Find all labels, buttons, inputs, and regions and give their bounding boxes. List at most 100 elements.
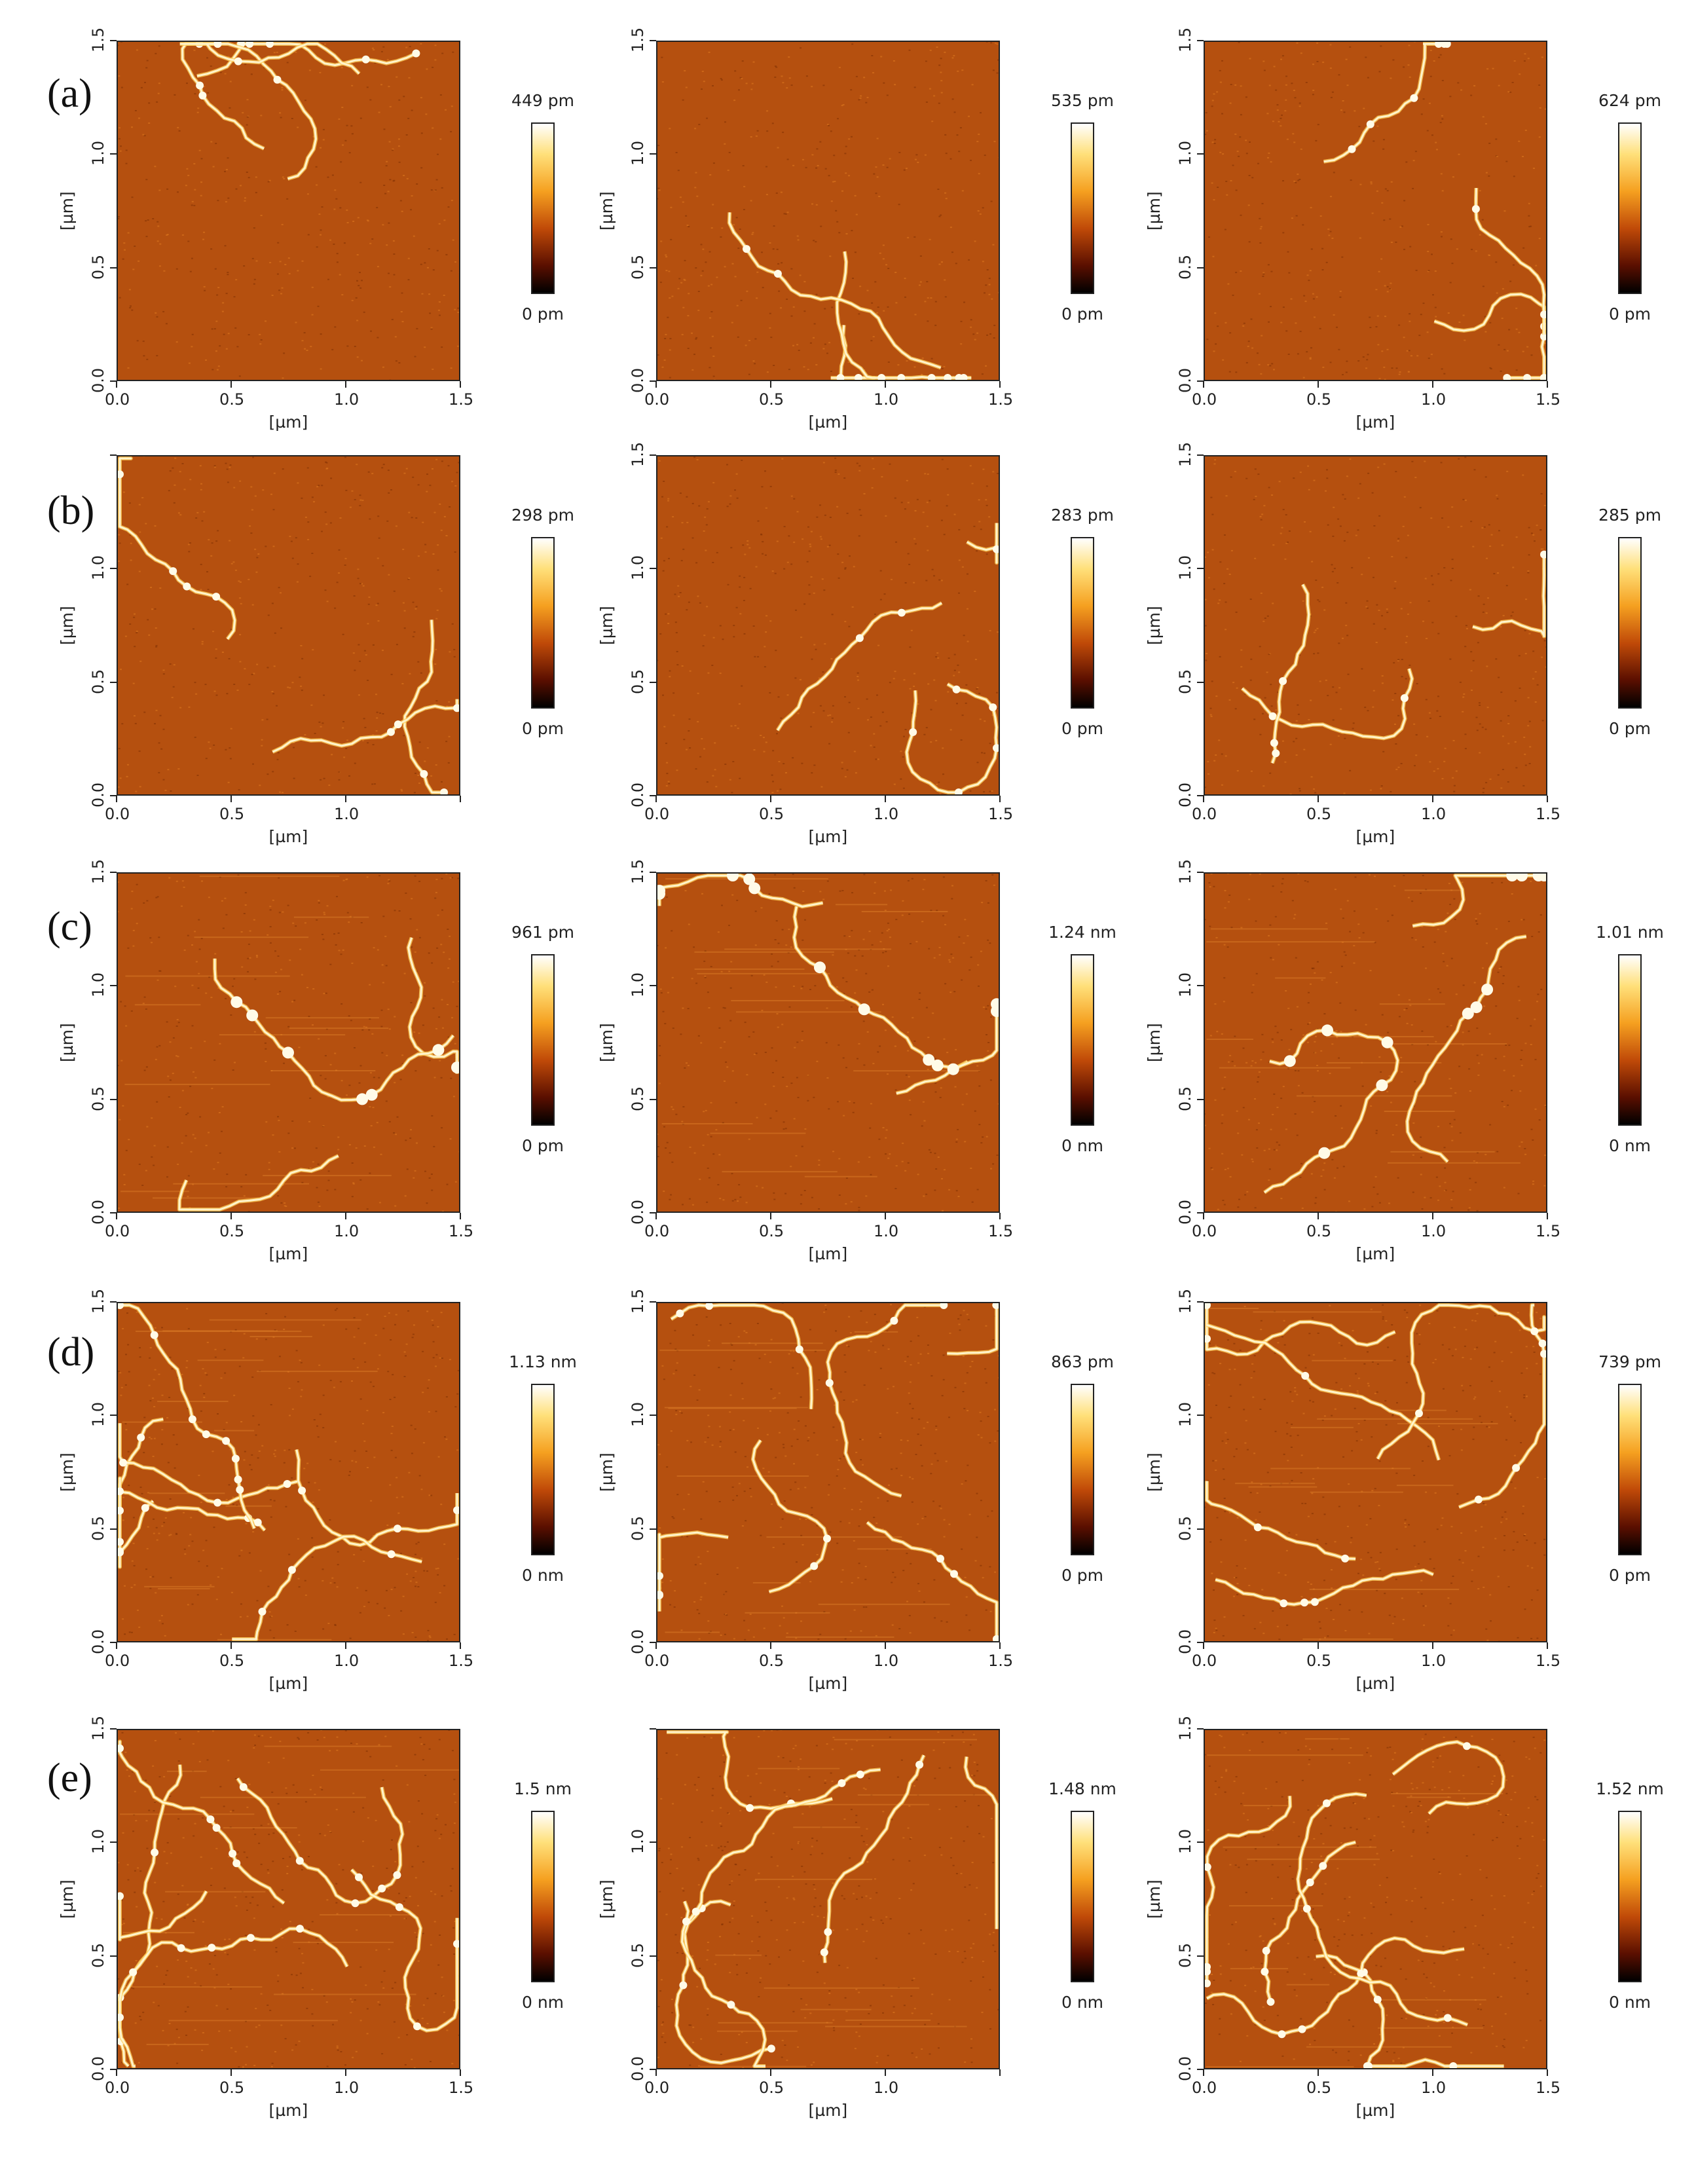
noise-speck	[977, 964, 980, 966]
noise-speck	[255, 955, 258, 956]
height-colorbar	[1618, 122, 1642, 294]
noise-speck	[906, 360, 908, 362]
fiber-bead	[858, 1003, 870, 1016]
noise-speck	[938, 954, 941, 956]
noise-speck	[859, 286, 862, 287]
noise-speck	[1226, 872, 1229, 874]
noise-speck	[866, 1322, 868, 1323]
noise-speck	[833, 155, 836, 157]
noise-speck	[325, 461, 327, 463]
noise-speck	[1420, 1174, 1422, 1175]
noise-speck	[1285, 99, 1287, 101]
noise-speck	[1500, 720, 1502, 722]
noise-speck	[849, 1630, 852, 1632]
noise-speck	[318, 213, 321, 215]
noise-speck	[238, 1555, 241, 1557]
noise-speck	[661, 56, 663, 58]
fiber-bead	[117, 1538, 124, 1546]
noise-speck	[1277, 692, 1280, 694]
noise-speck	[281, 287, 284, 289]
noise-speck	[311, 553, 314, 554]
noise-speck	[376, 1122, 378, 1124]
noise-speck	[760, 735, 762, 736]
noise-speck	[388, 574, 390, 576]
afm-image	[117, 872, 460, 1213]
noise-speck	[1378, 378, 1381, 380]
noise-speck	[319, 1413, 322, 1415]
noise-speck	[980, 1420, 982, 1422]
noise-speck	[187, 1327, 190, 1329]
fiber-bead	[1516, 872, 1528, 881]
fiber-bead	[432, 1044, 445, 1056]
noise-speck	[957, 1128, 959, 1130]
noise-speck	[894, 272, 897, 273]
noise-speck	[1500, 370, 1502, 372]
noise-speck	[913, 673, 915, 675]
noise-speck	[801, 1145, 803, 1147]
noise-speck	[715, 786, 718, 788]
noise-speck	[432, 1007, 435, 1009]
noise-speck	[1375, 908, 1378, 910]
noise-speck	[965, 1614, 968, 1616]
noise-speck	[1444, 1181, 1447, 1183]
noise-speck	[746, 1074, 748, 1076]
noise-speck	[402, 1633, 405, 1635]
fiber-glow	[1405, 935, 1527, 1164]
noise-speck	[282, 377, 284, 379]
noise-speck	[1314, 1052, 1317, 1054]
noise-speck	[947, 494, 949, 496]
noise-speck	[771, 965, 773, 967]
noise-speck	[1486, 942, 1488, 944]
noise-speck	[428, 1494, 431, 1496]
noise-speck	[1269, 772, 1272, 774]
fiber-bead	[743, 245, 750, 253]
noise-speck	[1249, 679, 1252, 681]
noise-speck	[974, 591, 976, 592]
noise-speck	[1502, 615, 1505, 617]
noise-speck	[373, 1146, 375, 1148]
noise-speck	[1271, 1038, 1274, 1040]
x-tick-label: 1.5	[1536, 390, 1561, 409]
noise-speck	[1342, 100, 1344, 102]
noise-speck	[403, 735, 405, 737]
noise-speck	[734, 70, 737, 72]
noise-speck	[978, 985, 980, 987]
noise-speck	[984, 720, 986, 722]
noise-speck	[678, 595, 680, 597]
noise-speck	[255, 260, 258, 262]
noise-speck	[657, 145, 660, 147]
noise-speck	[702, 645, 705, 647]
noise-speck	[192, 1183, 194, 1185]
noise-speck	[1456, 248, 1458, 250]
noise-speck	[942, 876, 945, 878]
noise-speck	[316, 184, 318, 186]
noise-speck	[372, 734, 375, 736]
noise-speck	[297, 126, 299, 128]
noise-speck	[1413, 723, 1416, 725]
noise-speck	[682, 99, 684, 101]
x-tick-label: 1.5	[1536, 1222, 1561, 1240]
noise-speck	[130, 908, 133, 910]
noise-speck	[848, 1100, 851, 1102]
noise-speck	[1331, 91, 1334, 93]
noise-speck	[1212, 255, 1215, 257]
x-tick-mark	[1432, 381, 1433, 388]
noise-speck	[988, 284, 991, 286]
noise-speck	[986, 269, 989, 270]
scan-streak	[153, 1197, 263, 1199]
noise-speck	[1399, 1016, 1401, 1018]
noise-speck	[669, 1198, 671, 1200]
y-tick-label: 1.0	[1176, 972, 1194, 998]
noise-speck	[366, 1409, 369, 1411]
noise-speck	[251, 673, 253, 675]
noise-speck	[991, 714, 994, 716]
x-tick-label: 0.5	[1306, 805, 1332, 823]
noise-speck	[193, 628, 194, 630]
noise-speck	[147, 1526, 149, 1528]
noise-speck	[778, 761, 781, 762]
noise-speck	[996, 72, 999, 74]
noise-speck	[361, 1029, 364, 1031]
fiber-bead	[394, 1525, 401, 1533]
noise-speck	[1333, 172, 1335, 174]
noise-speck	[822, 710, 825, 712]
